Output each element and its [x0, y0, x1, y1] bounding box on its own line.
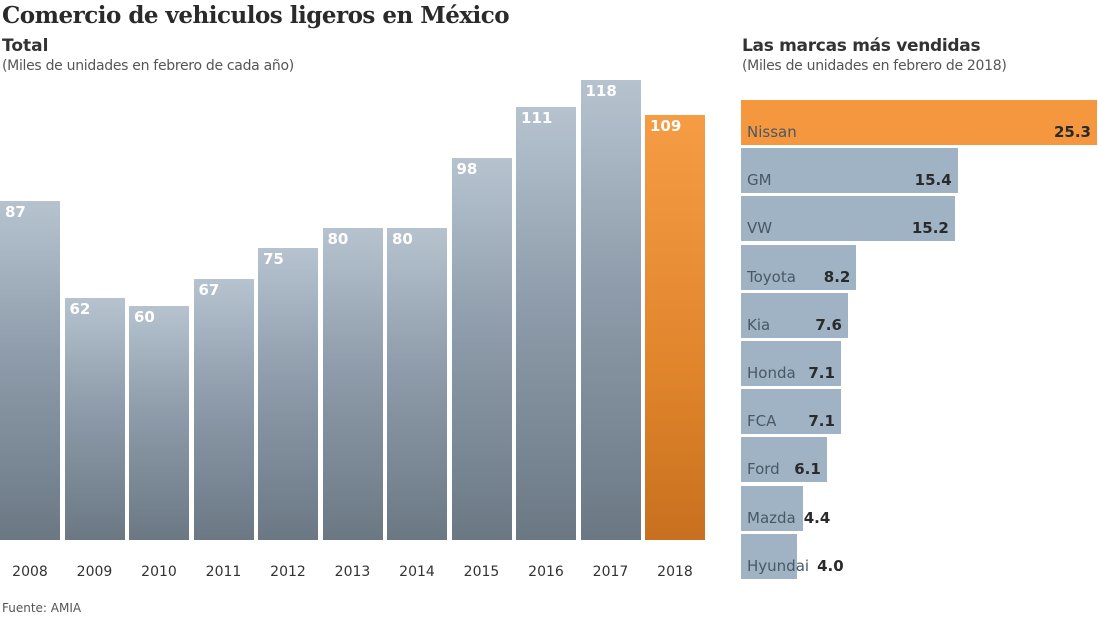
bar-text: Nissan 25.3: [747, 123, 1091, 141]
brand-value-label: 4.0: [817, 556, 844, 575]
bar-value-label: 111: [521, 109, 553, 128]
bar-value-label: 80: [392, 230, 413, 249]
brand-label: Ford: [747, 460, 780, 479]
bar-value-label: 60: [134, 308, 155, 327]
bar-value-label: 98: [456, 159, 478, 178]
bar-value-label: 62: [69, 300, 91, 319]
right-chart-title: Las marcas más vendidas: [742, 36, 981, 56]
bar-text: Honda 7.1: [747, 364, 835, 382]
brand-value-label: 8.2: [823, 267, 851, 286]
bar-2009: 62: [64, 298, 125, 540]
brand-value-label: 25.3: [1053, 123, 1091, 141]
brand-label: GM: [747, 171, 772, 190]
brand-label: Toyota: [747, 267, 796, 286]
left-chart-title: Total: [2, 36, 49, 56]
bar-value-label: 75: [263, 249, 284, 268]
x-tick-label: 2014: [399, 564, 435, 580]
bar-value-label: 80: [327, 230, 349, 249]
bar-text: FCA 7.1: [747, 412, 835, 430]
bar-text: Kia 7.6: [747, 316, 842, 334]
bar-value-label: 118: [585, 82, 617, 100]
bar-text: Toyota 8.2: [747, 268, 850, 286]
bar-2014: 80: [387, 228, 447, 540]
bar-hyundai: [741, 533, 798, 579]
bar-2011: 67: [193, 278, 254, 540]
x-tick-label: 2016: [528, 564, 564, 580]
brand-label: Mazda: [747, 508, 796, 527]
bar-mazda: [741, 485, 803, 531]
x-tick-label: 2017: [592, 564, 629, 580]
brand-label: VW: [747, 219, 773, 238]
bar-2017: 118: [580, 80, 641, 540]
x-tick-label: 2015: [463, 564, 500, 580]
chart-title: Comercio de vehiculos ligeros en México: [2, 2, 510, 29]
bar-fca: [741, 389, 841, 435]
bar-ford: [741, 437, 827, 483]
right-chart-subtitle: (Miles de unidades en febrero de 2018): [742, 58, 1007, 74]
x-tick-label: 2010: [141, 564, 177, 580]
bar-nissan: [741, 100, 1097, 145]
bar-2016: 111: [516, 107, 576, 540]
brand-label: FCA: [747, 412, 777, 431]
brand-value-label: 4.4: [803, 508, 831, 527]
brand-value-label: 7.6: [815, 315, 842, 334]
x-tick-label: 2009: [76, 564, 113, 580]
x-tick-label: 2011: [205, 564, 242, 580]
brand-value-label: 7.1: [808, 364, 835, 382]
brand-label: Nissan: [747, 123, 797, 141]
bar-kia: [741, 292, 848, 338]
bar-2012: 75: [258, 247, 318, 540]
bar-2008: 87: [0, 200, 60, 540]
bar-value-label: 109: [650, 117, 682, 136]
bar-2013: 80: [322, 228, 383, 540]
bar-gm: [741, 148, 958, 194]
brand-value-label: 15.4: [914, 171, 952, 190]
brand-value-label: 7.1: [808, 412, 835, 431]
brand-label: Kia: [747, 315, 771, 334]
yearly-bar-chart: 87 2008 62 2009 60 2010 67 2011 75 2012 80 2013 80 20…: [0, 80, 705, 580]
source-note: Fuente: AMIA: [2, 601, 82, 615]
bar-value-label: 67: [198, 280, 220, 299]
bar-value-label: 87: [5, 202, 26, 221]
brand-label: Hyundai: [747, 556, 810, 575]
bar-2018: 109: [645, 115, 705, 540]
bar-2015: 98: [451, 157, 512, 540]
bar-text: Hyundai 4.0: [747, 557, 844, 575]
bar-honda: [741, 341, 841, 386]
brand-value-label: 6.1: [794, 460, 821, 479]
bar-text: Ford 6.1: [747, 460, 821, 478]
bar-vw: [741, 196, 955, 242]
bar-text: VW 15.2: [747, 219, 949, 237]
x-tick-label: 2013: [334, 564, 371, 580]
bar-toyota: [741, 244, 857, 290]
left-chart-subtitle: (Miles de unidades en febrero de cada añ…: [2, 58, 294, 74]
x-tick-label: 2008: [12, 564, 48, 580]
x-tick-label: 2012: [270, 564, 306, 580]
x-tick-label: 2018: [657, 564, 693, 580]
brand-label: Honda: [747, 364, 796, 382]
bar-2010: 60: [129, 306, 189, 540]
bar-text: GM 15.4: [747, 171, 952, 189]
brand-value-label: 15.2: [911, 219, 949, 238]
bar-text: Mazda 4.4: [747, 509, 830, 527]
